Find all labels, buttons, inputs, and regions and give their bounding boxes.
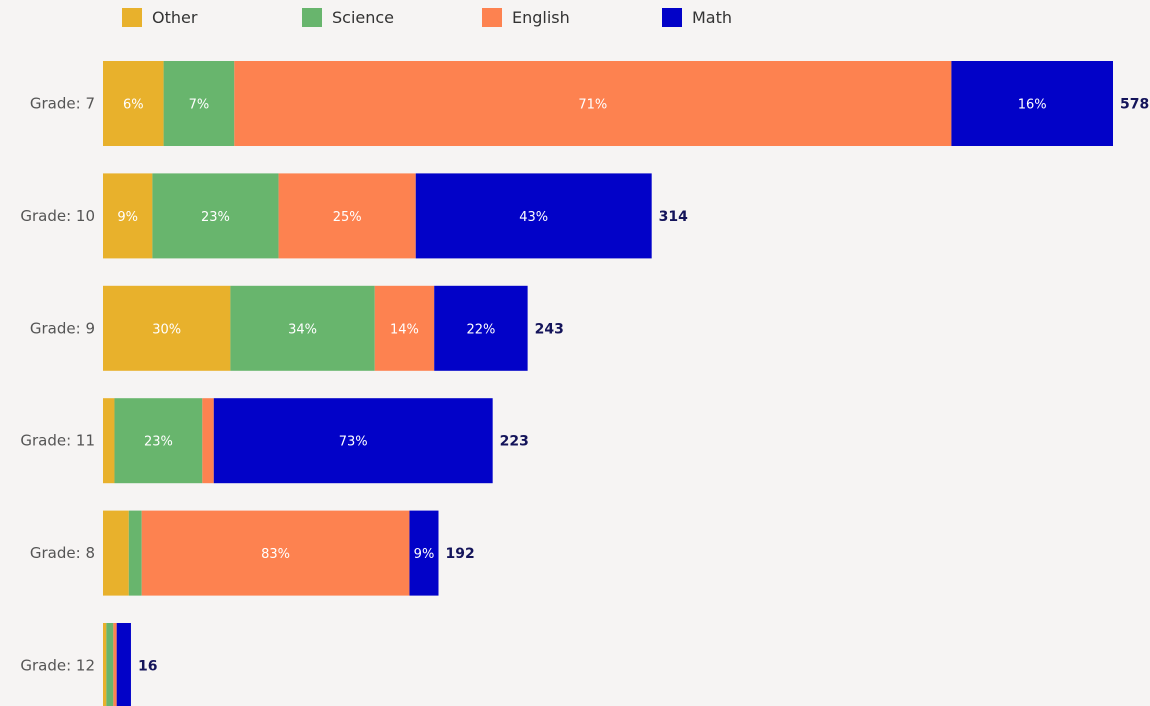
bar-segment-grade-8-other <box>103 510 129 596</box>
legend-swatch-other <box>122 8 142 27</box>
legend: Other Science English Math <box>122 8 732 27</box>
bar-segment-grade-11-math <box>213 398 493 484</box>
bar-segment-grade-7-english <box>234 61 952 146</box>
bar-segment-grade-9-other <box>103 285 231 371</box>
total-label-grade-12: 16 <box>138 659 157 675</box>
segment-label-grade-10-other: 9% <box>117 210 138 225</box>
bar-segment-grade-8-english <box>141 510 410 596</box>
bar-segment-grade-8-science <box>128 510 142 596</box>
segment-label-grade-7-other: 6% <box>123 98 144 113</box>
bar-segment-grade-9-math <box>434 285 528 371</box>
legend-swatch-english <box>482 8 502 27</box>
category-label-grade-12: Grade: 12 <box>20 657 95 675</box>
bars: Grade: 7 6% 7% 71% 16% 578 Grade: 10 9% 23% 25% 43… <box>20 61 1149 706</box>
bar-segment-grade-7-math <box>951 61 1113 146</box>
bar-segment-grade-7-other <box>103 61 164 146</box>
segment-label-grade-9-math: 22% <box>466 322 495 337</box>
bar-segment-grade-9-english <box>374 285 435 371</box>
total-label-grade-7: 578 <box>1120 97 1149 113</box>
legend-label-math: Math <box>692 8 732 27</box>
bar-segment-grade-10-english <box>278 173 416 259</box>
total-label-grade-10: 314 <box>659 209 688 225</box>
legend-label-english: English <box>512 8 570 27</box>
bar-segment-grade-12-other <box>103 623 107 706</box>
bar-segment-grade-12-english <box>113 623 117 706</box>
bar-segment-grade-11-science <box>114 398 203 484</box>
segment-label-grade-9-english: 14% <box>390 322 419 337</box>
legend-swatch-math <box>662 8 682 27</box>
bar-segment-grade-10-other <box>103 173 153 259</box>
segment-label-grade-9-science: 34% <box>288 322 317 337</box>
category-label-grade-10: Grade: 10 <box>20 207 95 225</box>
bar-segment-grade-12-math <box>116 623 131 706</box>
total-label-grade-11: 223 <box>500 434 529 450</box>
bar-segment-grade-9-science <box>230 285 375 371</box>
bar-segment-grade-7-science <box>163 61 235 146</box>
bar-segment-grade-10-science <box>152 173 279 259</box>
bar-segment-grade-10-math <box>415 173 652 259</box>
segment-label-grade-10-science: 23% <box>201 210 230 225</box>
total-label-grade-8: 192 <box>446 546 475 562</box>
segment-label-grade-8-english: 83% <box>261 547 290 562</box>
legend-label-science: Science <box>332 8 394 27</box>
segment-label-grade-8-math: 9% <box>414 547 435 562</box>
segment-label-grade-11-science: 23% <box>144 435 173 450</box>
bar-segment-grade-8-math <box>409 510 439 596</box>
segment-label-grade-7-science: 7% <box>189 98 210 113</box>
segment-label-grade-10-english: 25% <box>333 210 362 225</box>
segment-label-grade-9-other: 30% <box>152 322 181 337</box>
bar-segment-grade-11-other <box>103 398 115 484</box>
bar-segment-grade-11-english <box>202 398 214 484</box>
total-label-grade-9: 243 <box>535 321 564 337</box>
bar-segment-grade-12-science <box>106 623 114 706</box>
segment-label-grade-10-math: 43% <box>519 210 548 225</box>
category-label-grade-9: Grade: 9 <box>30 319 95 337</box>
category-label-grade-8: Grade: 8 <box>30 544 95 562</box>
category-label-grade-7: Grade: 7 <box>30 95 95 113</box>
legend-swatch-science <box>302 8 322 27</box>
segment-label-grade-11-math: 73% <box>339 435 368 450</box>
segment-label-grade-7-math: 16% <box>1018 98 1047 113</box>
category-label-grade-11: Grade: 11 <box>20 432 95 450</box>
segment-label-grade-7-english: 71% <box>578 98 607 113</box>
legend-label-other: Other <box>152 8 198 27</box>
